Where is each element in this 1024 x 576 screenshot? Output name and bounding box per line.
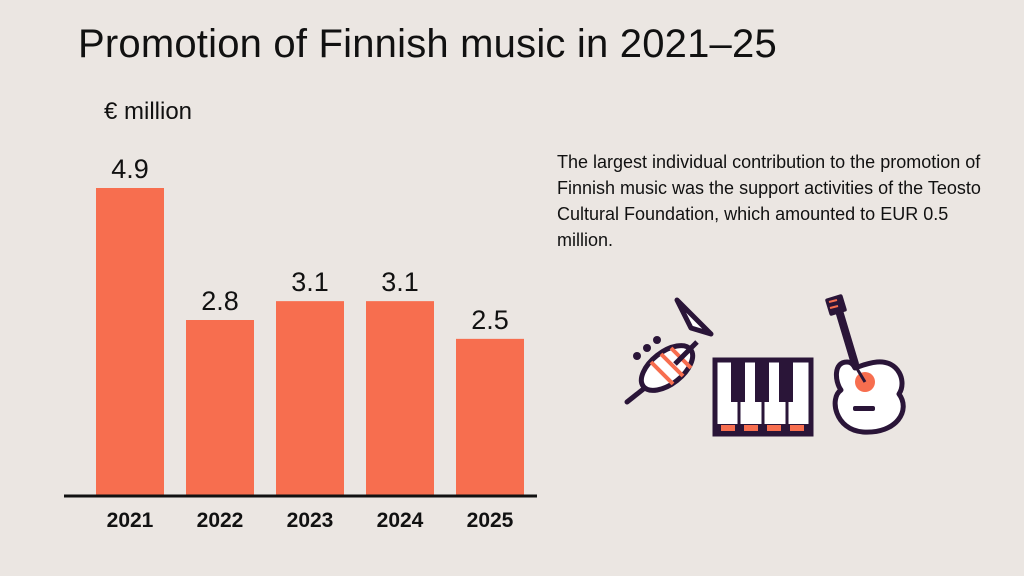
bar-2025 <box>456 338 524 496</box>
data-label-2025: 2.5 <box>471 305 509 335</box>
data-label-2022: 2.8 <box>201 286 239 316</box>
x-tick-label-2025: 2025 <box>467 509 514 532</box>
data-label-2021: 4.9 <box>111 154 149 184</box>
bar-2022 <box>186 320 254 496</box>
x-tick-label-2023: 2023 <box>287 509 334 532</box>
annotation-text: The largest individual contribution to t… <box>557 152 981 250</box>
chart-title: Promotion of Finnish music in 2021–25 <box>78 22 777 66</box>
guitar-icon <box>825 294 906 435</box>
x-tick-label-2021: 2021 <box>107 509 154 532</box>
bar-2024 <box>366 301 434 496</box>
piano-keys-icon <box>712 357 814 437</box>
bar-2023 <box>276 301 344 496</box>
music-instruments-illustration <box>624 294 906 437</box>
x-tick-label-2022: 2022 <box>197 509 244 532</box>
data-label-2023: 3.1 <box>291 267 329 297</box>
bar-2021 <box>96 188 164 496</box>
data-label-2024: 3.1 <box>381 267 419 297</box>
trumpet-icon <box>624 297 714 405</box>
bar-chart: 4.9 2021 2.8 2022 3.1 2023 3.1 2024 2.5 2025 <box>64 154 537 532</box>
x-tick-label-2024: 2024 <box>377 509 424 532</box>
unit-label: € million <box>104 98 193 125</box>
